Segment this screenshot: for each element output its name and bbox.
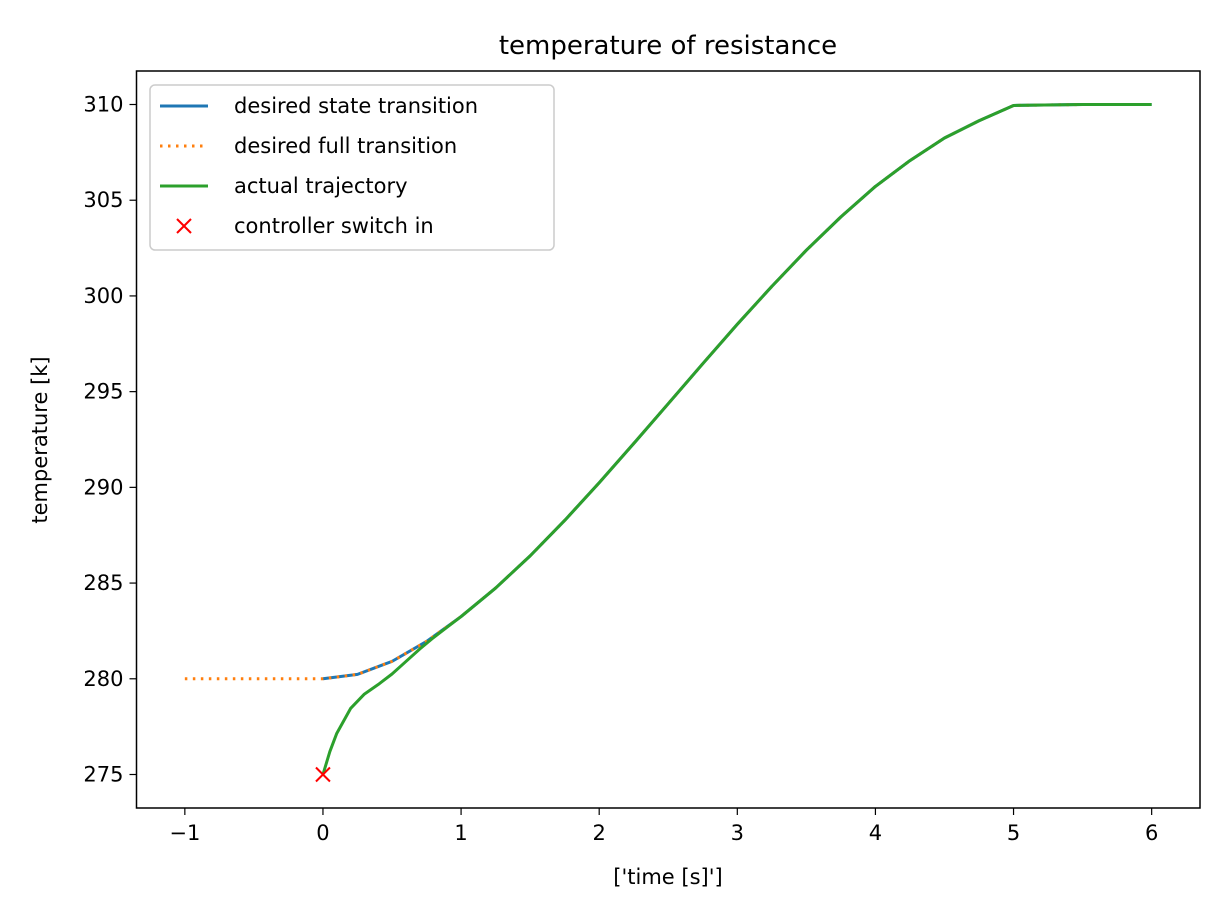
y-tick-label: 285: [83, 571, 123, 595]
x-tick-label: 3: [731, 821, 744, 845]
x-axis-label: ['time [s]']: [613, 865, 722, 889]
series-line-actual-trajectory: [321, 103, 1152, 775]
legend: desired state transition desired full tra…: [149, 84, 555, 251]
y-axis-label: temperature [k]: [28, 356, 52, 523]
x-tick-label: 2: [593, 821, 606, 845]
legend-swatch: [176, 218, 192, 234]
x-tick-label: −1: [169, 821, 200, 845]
marker-stroke: [315, 766, 331, 783]
legend-item-desired-state-transition: desired state transition: [160, 94, 478, 118]
y-tick-label: 290: [83, 475, 123, 499]
y-tick-label: 275: [83, 763, 123, 787]
series-line-desired-full-transition: [184, 103, 1152, 681]
y-tick-label: 300: [83, 284, 123, 308]
legend-label: controller switch in: [234, 214, 434, 238]
plot-area-frame: [135, 70, 1201, 809]
y-tick-label: 310: [83, 93, 123, 117]
y-tick-label: 280: [83, 667, 123, 691]
legend-label: actual trajectory: [234, 174, 408, 198]
y-tick-label: 295: [83, 380, 123, 404]
legend-item-desired-full-transition: desired full transition: [160, 134, 457, 158]
x-tick-label: 5: [1007, 821, 1020, 845]
legend-box: [149, 84, 555, 251]
x-tick-label: 1: [454, 821, 467, 845]
chart-title: temperature of resistance: [499, 31, 837, 61]
series-layer: [184, 103, 1152, 783]
controller-switch-marker: [315, 766, 331, 783]
y-tick-label: 305: [83, 188, 123, 212]
legend-item-actual-trajectory: actual trajectory: [160, 174, 408, 198]
legend-item-controller-switch-in: controller switch in: [176, 214, 434, 238]
x-tick-label: 4: [869, 821, 882, 845]
legend-label: desired state transition: [234, 94, 478, 118]
axis-ticks: −1 0 1 2 3 4 5 6 275 280 285 290 295 300 305 310: [83, 93, 1158, 846]
marker-stroke: [176, 218, 192, 234]
legend-label: desired full transition: [234, 134, 457, 158]
x-tick-label: 0: [316, 821, 329, 845]
x-tick-label: 6: [1145, 821, 1158, 845]
